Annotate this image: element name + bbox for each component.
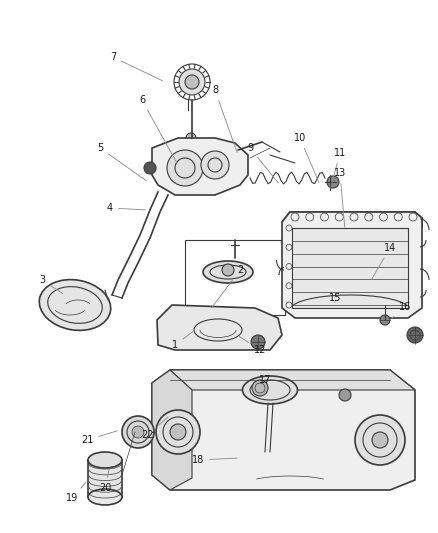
Text: 14: 14 [371,243,396,280]
Text: 2: 2 [212,265,243,308]
Circle shape [201,151,229,179]
Text: 20: 20 [99,469,111,493]
Text: 4: 4 [107,203,145,213]
Polygon shape [157,305,282,350]
Text: 22: 22 [142,417,168,440]
Text: 13: 13 [334,168,346,227]
Circle shape [186,133,196,143]
Circle shape [185,75,199,89]
Text: 5: 5 [97,143,146,180]
Circle shape [252,380,268,396]
Circle shape [144,162,156,174]
Circle shape [372,432,388,448]
Polygon shape [170,370,415,390]
Polygon shape [152,370,192,490]
Bar [88,460,122,497]
Polygon shape [292,228,408,308]
Circle shape [355,415,405,465]
Text: 6: 6 [139,95,177,163]
Circle shape [170,424,186,440]
Circle shape [327,176,339,188]
Ellipse shape [132,426,144,438]
Circle shape [251,335,265,349]
Circle shape [380,315,390,325]
Text: 19: 19 [66,482,86,503]
Text: 15: 15 [329,293,341,303]
Ellipse shape [243,376,297,404]
Text: 21: 21 [81,431,117,445]
Polygon shape [282,212,422,318]
Text: 18: 18 [192,455,237,465]
Text: 9: 9 [247,143,278,183]
Ellipse shape [39,280,111,330]
Text: 7: 7 [110,52,162,81]
Text: 1: 1 [172,332,193,350]
Text: 10: 10 [294,133,319,182]
Polygon shape [152,138,248,195]
Text: 8: 8 [212,85,237,152]
Circle shape [407,327,423,343]
Circle shape [339,389,351,401]
Ellipse shape [203,261,253,283]
Text: 11: 11 [331,148,346,187]
Bar [185,240,285,315]
Ellipse shape [88,489,122,505]
Text: 17: 17 [259,375,271,395]
Ellipse shape [122,416,154,448]
Circle shape [222,264,234,276]
Text: 12: 12 [239,336,266,355]
Text: 16: 16 [392,302,411,318]
Circle shape [156,410,200,454]
Polygon shape [152,370,415,490]
Circle shape [167,150,203,186]
Circle shape [179,69,205,95]
Text: 3: 3 [39,275,63,294]
Ellipse shape [88,452,122,468]
Polygon shape [282,212,422,228]
